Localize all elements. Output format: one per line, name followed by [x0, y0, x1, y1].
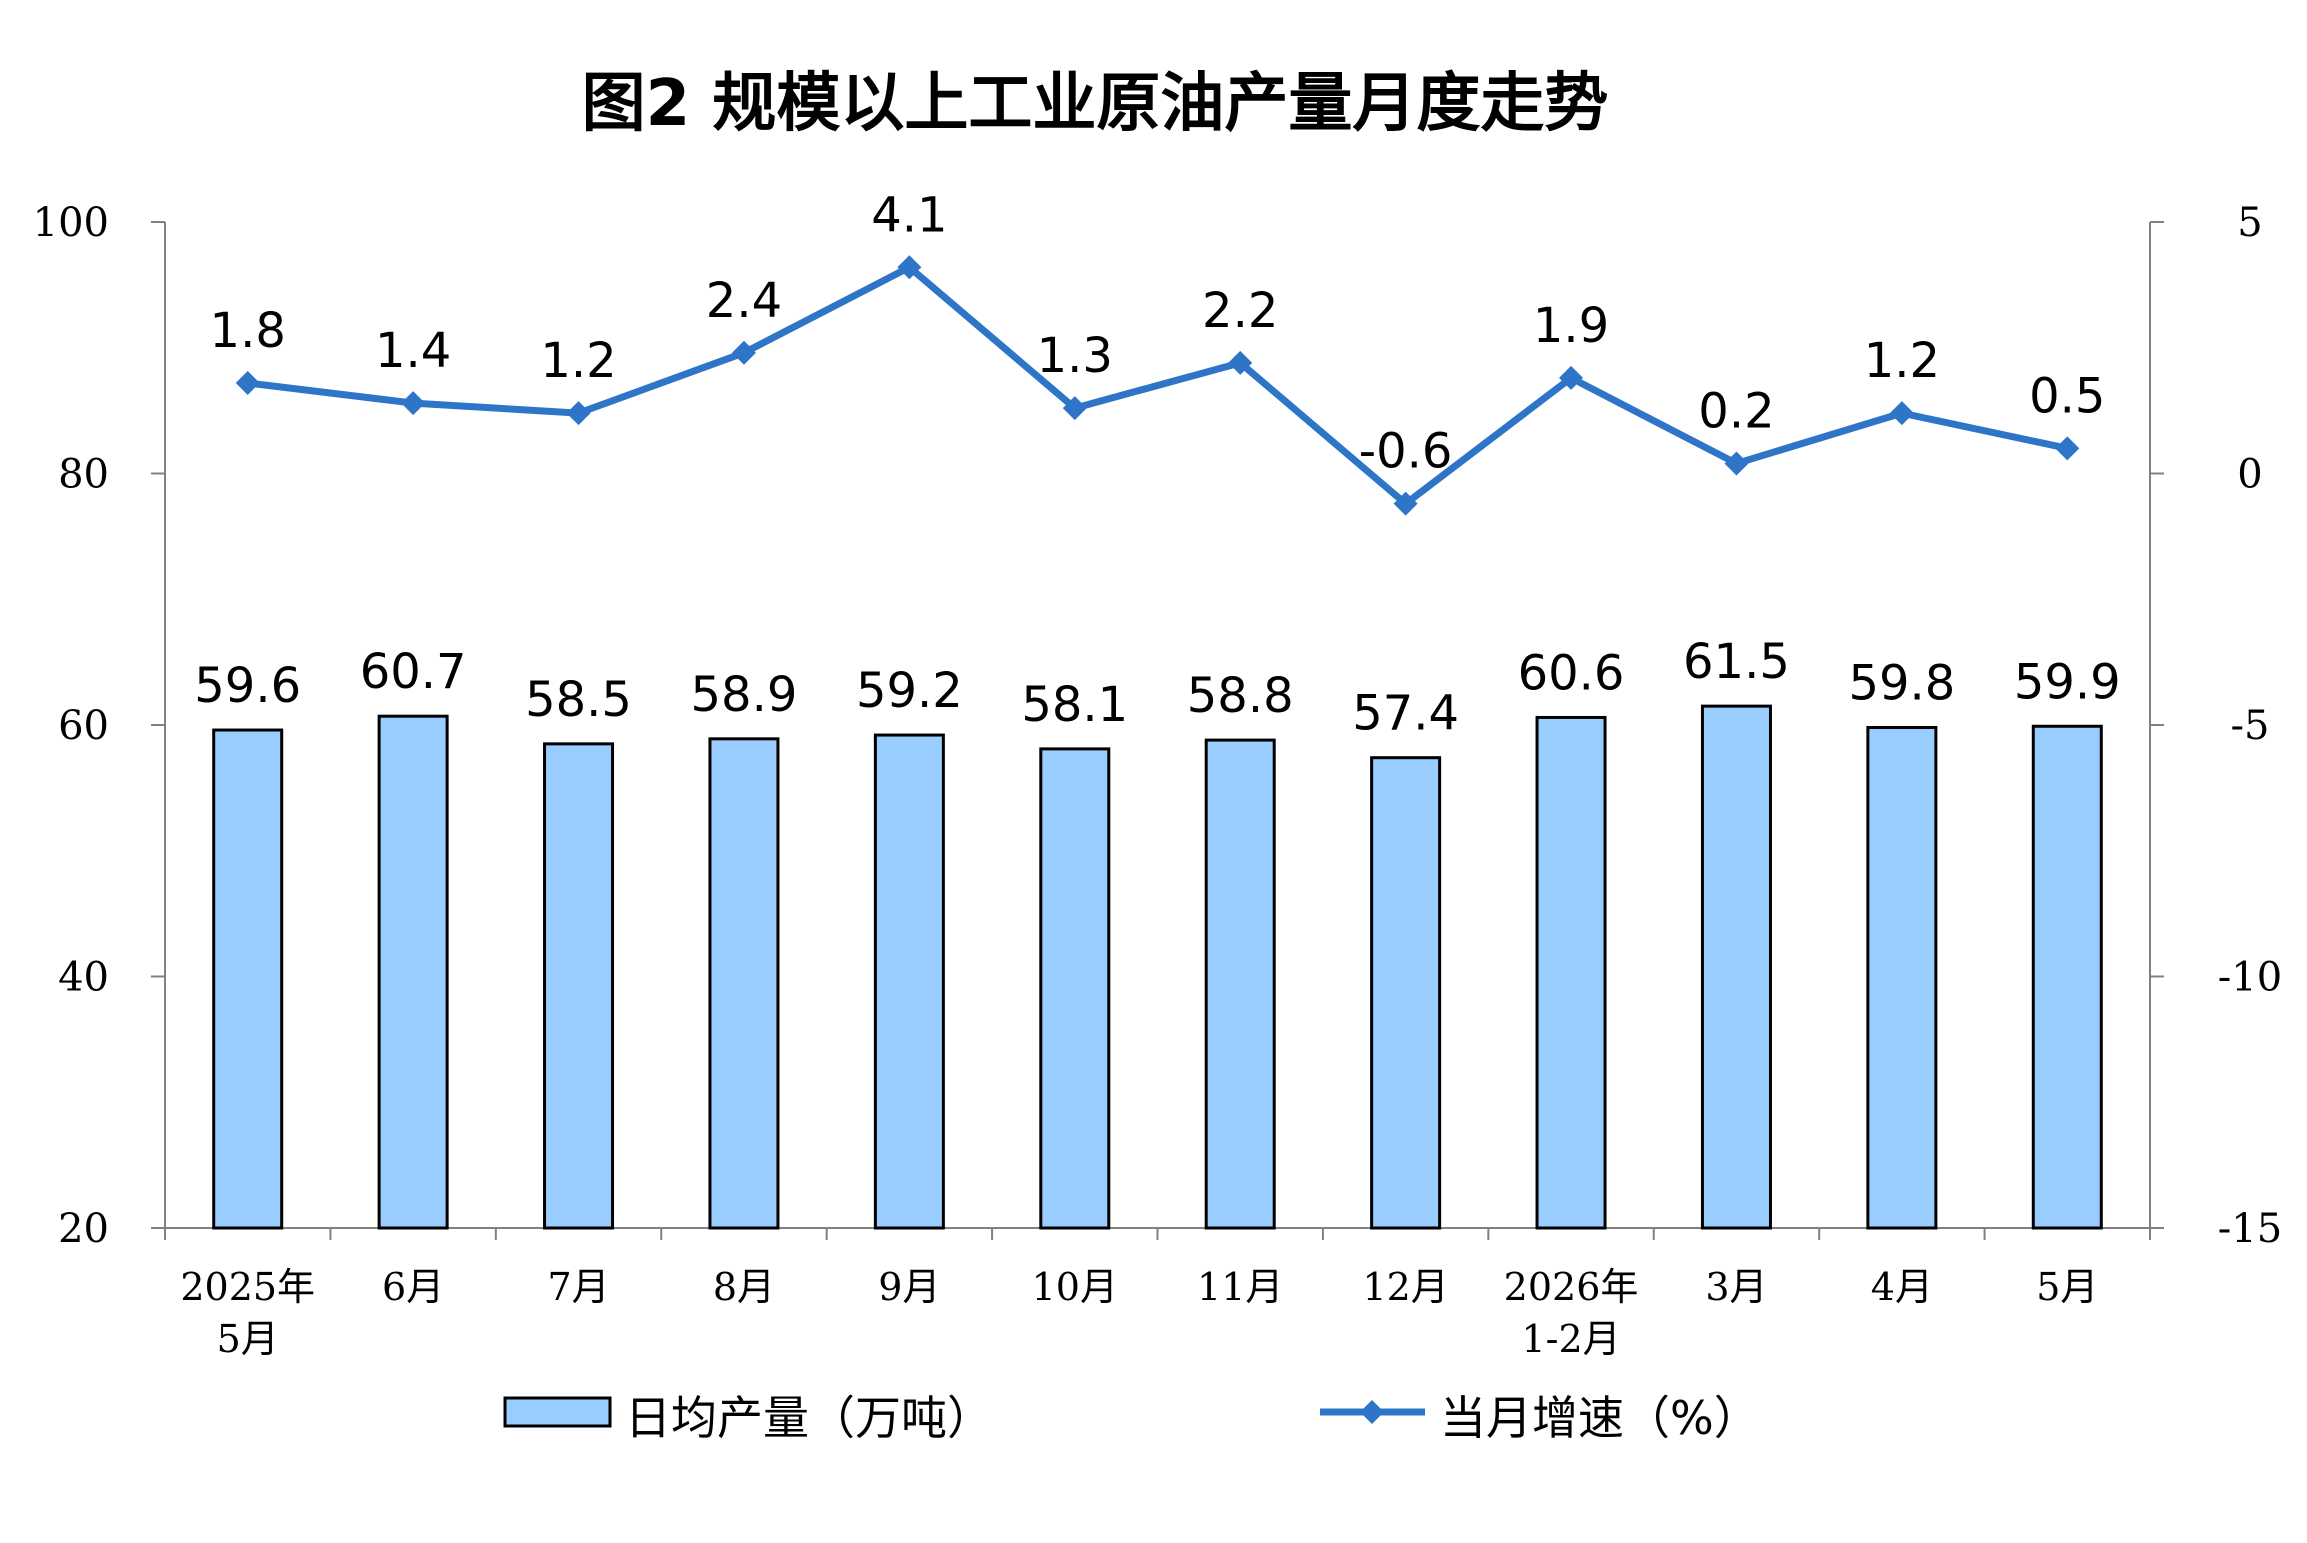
bar-value-label: 58.8	[1187, 668, 1294, 724]
y-left-tick-label: 60	[58, 703, 109, 749]
y-right-tick-label: -10	[2218, 955, 2282, 1001]
data-labels: 59.6 60.7 58.5 58.9 59.2 58.1 58.8 57.4 60.6 61.5…	[194, 187, 2120, 741]
growth-value-label: 0.2	[1698, 383, 1774, 439]
y-left-tick-label: 100	[33, 200, 109, 246]
legend-bar-swatch	[503, 1396, 612, 1428]
axes: 20 40 60 80 100 -15 -10 -5 0 5 2025年 5月 6月 7月 8月 9月 10月 1…	[33, 200, 2283, 1361]
growth-value-label: 1.4	[375, 323, 451, 379]
growth-point	[1393, 491, 1418, 516]
legend-line-label: 当月增速（%）	[1440, 1391, 1760, 1445]
bar-value-label: 60.7	[360, 644, 467, 700]
growth-point	[897, 255, 922, 280]
bar-value-label: 59.6	[194, 658, 301, 714]
x-tick-label: 11月	[1197, 1265, 1283, 1309]
bar	[1535, 715, 1607, 1230]
growth-point	[235, 370, 260, 395]
growth-point	[731, 340, 756, 365]
growth-point	[1559, 365, 1584, 390]
growth-value-label: 1.2	[1864, 333, 1940, 389]
growth-point	[1062, 396, 1087, 421]
x-tick-label: 3月	[1705, 1265, 1767, 1309]
bar	[543, 742, 615, 1230]
y-right-tick-label: -5	[2231, 703, 2270, 749]
growth-value-label: 2.2	[1202, 283, 1278, 339]
growth-value-label: 1.8	[210, 303, 286, 359]
legend-bar-label: 日均产量（万吨）	[625, 1391, 993, 1445]
y-right-tick-label: -15	[2218, 1206, 2282, 1252]
x-tick-label: 2026年	[1504, 1265, 1639, 1309]
bar-value-label: 61.5	[1683, 634, 1790, 690]
bar-value-label: 58.1	[1021, 677, 1128, 733]
growth-point	[1228, 350, 1253, 375]
x-tick-label: 2025年	[180, 1265, 315, 1309]
y-left-tick-label: 20	[58, 1206, 109, 1252]
growth-point	[2055, 436, 2080, 461]
x-tick-label: 8月	[713, 1265, 775, 1309]
growth-line	[235, 255, 2080, 516]
bar	[1700, 704, 1772, 1230]
chart-title: 图2 规模以上工业原油产量月度走势	[582, 67, 1609, 141]
x-tick-label: 10月	[1032, 1265, 1118, 1309]
bars	[212, 704, 2103, 1230]
growth-point	[401, 391, 426, 416]
bar	[873, 733, 945, 1230]
bar	[708, 737, 780, 1230]
x-tick-label: 12月	[1362, 1265, 1448, 1309]
growth-line-path	[247, 263, 2069, 508]
legend: 日均产量（万吨） 当月增速（%）	[503, 1391, 1760, 1445]
growth-value-label: 1.9	[1533, 298, 1609, 354]
bar-value-label: 59.8	[1848, 656, 1955, 712]
bar-value-label: 58.5	[525, 672, 632, 728]
bar	[1370, 756, 1442, 1230]
bar-value-label: 57.4	[1352, 686, 1459, 742]
growth-value-label: 4.1	[871, 187, 947, 243]
bar-value-label: 60.6	[1518, 645, 1625, 701]
growth-value-label: -0.6	[1359, 424, 1453, 480]
x-tick-label: 1-2月	[1521, 1317, 1620, 1361]
y-right-tick-label: 0	[2237, 452, 2262, 498]
bar	[1204, 738, 1276, 1230]
bar-value-label: 59.9	[2014, 654, 2121, 710]
x-tick-label: 9月	[878, 1265, 940, 1309]
growth-point	[566, 401, 591, 426]
bar-value-label: 59.2	[856, 663, 963, 719]
bar	[1039, 747, 1111, 1230]
x-tick-label: 6月	[382, 1265, 444, 1309]
x-tick-label: 7月	[547, 1265, 609, 1309]
x-tick-label: 5月	[2036, 1265, 2098, 1309]
growth-value-label: 1.3	[1037, 328, 1113, 384]
y-left-tick-label: 40	[58, 955, 109, 1001]
x-tick-label: 5月	[217, 1317, 279, 1361]
growth-value-label: 1.2	[540, 333, 616, 389]
y-right-tick-label: 5	[2237, 200, 2262, 246]
x-tick-label: 4月	[1871, 1265, 1933, 1309]
y-left-tick-label: 80	[58, 452, 109, 498]
growth-value-label: 2.4	[706, 273, 782, 329]
legend-line-marker	[1360, 1400, 1384, 1424]
bar	[212, 728, 284, 1230]
bar-value-label: 58.9	[691, 667, 798, 723]
growth-point	[1724, 451, 1749, 476]
bar	[2031, 724, 2103, 1230]
growth-point	[1889, 401, 1914, 426]
growth-value-label: 0.5	[2029, 368, 2105, 424]
bar	[377, 714, 449, 1230]
bar	[1866, 726, 1938, 1230]
